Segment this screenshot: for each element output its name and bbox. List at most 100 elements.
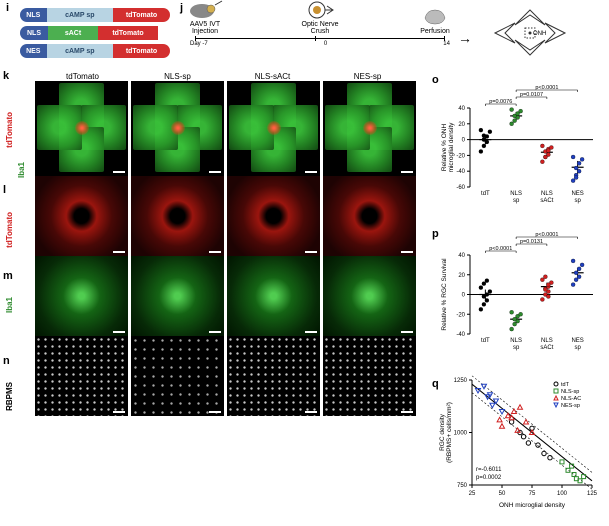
panel-label-k: k <box>3 70 9 82</box>
construct-row-1: NLS cAMP sp tdTomato <box>20 8 170 22</box>
panel-label-l: l <box>3 184 6 196</box>
step3-label: Perfusion <box>415 28 455 35</box>
nls-tag: NLS <box>20 8 47 22</box>
svg-text:NLS: NLS <box>510 191 522 197</box>
svg-text:p=0.0131: p=0.0131 <box>520 239 543 245</box>
svg-text:sp: sp <box>574 345 581 351</box>
svg-text:sACt: sACt <box>540 345 553 351</box>
onh-image <box>323 176 416 256</box>
svg-text:p=0.0002: p=0.0002 <box>476 475 502 481</box>
arrow-icon: → <box>458 30 472 46</box>
svg-text:tdT: tdT <box>481 191 490 197</box>
svg-text:sp: sp <box>574 198 581 204</box>
day-14: 14 <box>443 41 450 47</box>
experiment-timeline: AAV5 IVT Injection Optic Nerve Crush Per… <box>185 5 455 47</box>
svg-text:r=-0.6011: r=-0.6011 <box>476 467 502 473</box>
crush-step: Optic Nerve Crush <box>300 0 340 35</box>
tdtomato-segment: tdTomato <box>113 44 170 58</box>
row-label-n: RBPMS <box>5 382 14 411</box>
perfusion-step: Perfusion <box>415 6 455 35</box>
svg-text:p=0.0107: p=0.0107 <box>520 92 543 98</box>
eye-crush-icon <box>305 0 335 19</box>
svg-text:NES-sp: NES-sp <box>561 403 580 409</box>
wholemount-image <box>227 81 320 176</box>
charts-column: o -60-40-2002040tdTNLSspNLSsACtNESspp=0.… <box>438 80 603 521</box>
col-header-2: NLS-sp <box>130 72 225 81</box>
step2-label: Optic Nerve Crush <box>300 21 340 35</box>
svg-text:NES: NES <box>571 338 583 344</box>
svg-text:sp: sp <box>513 198 520 204</box>
svg-text:-20: -20 <box>456 312 465 318</box>
svg-text:sp: sp <box>513 345 520 351</box>
onh-label: ONH <box>533 31 546 37</box>
row-label-m: Iba1 <box>5 297 14 313</box>
rbpms-image <box>35 336 128 416</box>
col-header-3: NLS-sACt <box>225 72 320 81</box>
construct-diagram: NLS cAMP sp tdTomato NLS sACt tdTomato N… <box>20 8 170 62</box>
onh-image <box>131 176 224 256</box>
svg-text:20: 20 <box>458 273 465 279</box>
svg-text:Relative % ONH: Relative % ONH <box>441 124 448 172</box>
svg-text:0: 0 <box>462 293 466 299</box>
svg-text:NES: NES <box>571 191 583 197</box>
camp-segment: cAMP sp <box>47 8 113 22</box>
onh-image <box>35 256 128 336</box>
chart-o-onh: -60-40-2002040tdTNLSspNLSsACtNESspp=0.00… <box>438 80 603 215</box>
svg-text:p<0.0001: p<0.0001 <box>535 232 558 238</box>
svg-text:NLS: NLS <box>510 338 522 344</box>
micrograph-grid: k tdTomato NLS-sp NLS-sACt NES-sp tdToma… <box>5 72 425 416</box>
svg-text:NLS-AC: NLS-AC <box>561 396 581 402</box>
nes-tag: NES <box>20 44 47 58</box>
sact-segment: sACt <box>48 26 98 40</box>
construct-row-2: NLS sACt tdTomato <box>20 26 170 40</box>
panel-label-i: i <box>6 2 9 14</box>
timeline-axis <box>195 38 445 39</box>
rbpms-image <box>227 336 320 416</box>
svg-text:NLS: NLS <box>541 191 553 197</box>
brain-icon <box>421 6 449 26</box>
svg-text:1250: 1250 <box>454 378 468 384</box>
onh-image <box>323 256 416 336</box>
panel-label-n: n <box>3 355 10 367</box>
row-label-k-td: tdTomato <box>5 112 14 148</box>
onh-image <box>227 176 320 256</box>
injection-step: AAV5 IVT Injection <box>185 0 225 35</box>
row-label-l: tdTomato <box>5 212 14 248</box>
onh-image <box>35 176 128 256</box>
svg-text:100: 100 <box>557 491 568 497</box>
svg-text:750: 750 <box>457 483 468 489</box>
onh-image <box>131 256 224 336</box>
svg-text:-20: -20 <box>456 153 465 159</box>
rbpms-image <box>323 336 416 416</box>
svg-text:RGC density: RGC density <box>439 413 446 451</box>
svg-text:p=0.0076: p=0.0076 <box>489 99 512 105</box>
nls-tag: NLS <box>20 26 48 40</box>
svg-text:Relative % RGC Survival: Relative % RGC Survival <box>441 258 448 331</box>
svg-text:-60: -60 <box>456 185 465 191</box>
svg-text:ONH microglial density: ONH microglial density <box>499 502 566 509</box>
svg-text:NLS-sp: NLS-sp <box>561 389 579 395</box>
wholemount-image <box>323 81 416 176</box>
tdtomato-segment: tdTomato <box>113 8 170 22</box>
svg-text:40: 40 <box>458 253 465 259</box>
wholemount-image <box>131 81 224 176</box>
svg-text:NLS: NLS <box>541 338 553 344</box>
svg-text:25: 25 <box>469 491 476 497</box>
row-label-k-iba: Iba1 <box>17 162 26 178</box>
flatmount-diagram: ONH <box>475 5 585 65</box>
construct-row-3: NES cAMP sp tdTomato <box>20 44 170 58</box>
svg-text:p<0.0001: p<0.0001 <box>489 246 512 252</box>
col-header-1: tdTomato <box>35 72 130 81</box>
svg-text:40: 40 <box>458 106 465 112</box>
svg-text:125: 125 <box>587 491 598 497</box>
svg-text:50: 50 <box>499 491 506 497</box>
svg-text:sACt: sACt <box>540 198 553 204</box>
camp-segment: cAMP sp <box>47 44 113 58</box>
mouse-eye-icon <box>187 0 223 19</box>
wholemount-image <box>35 81 128 176</box>
chart-q-scatter: 25507510012575010001250ONH microglial de… <box>438 374 603 509</box>
chart-p-rgc: -40-2002040tdTNLSspNLSsACtNESspp<0.0001p… <box>438 227 603 362</box>
svg-text:20: 20 <box>458 122 465 128</box>
panel-label-m: m <box>3 270 13 282</box>
svg-text:p<0.0001: p<0.0001 <box>535 85 558 91</box>
